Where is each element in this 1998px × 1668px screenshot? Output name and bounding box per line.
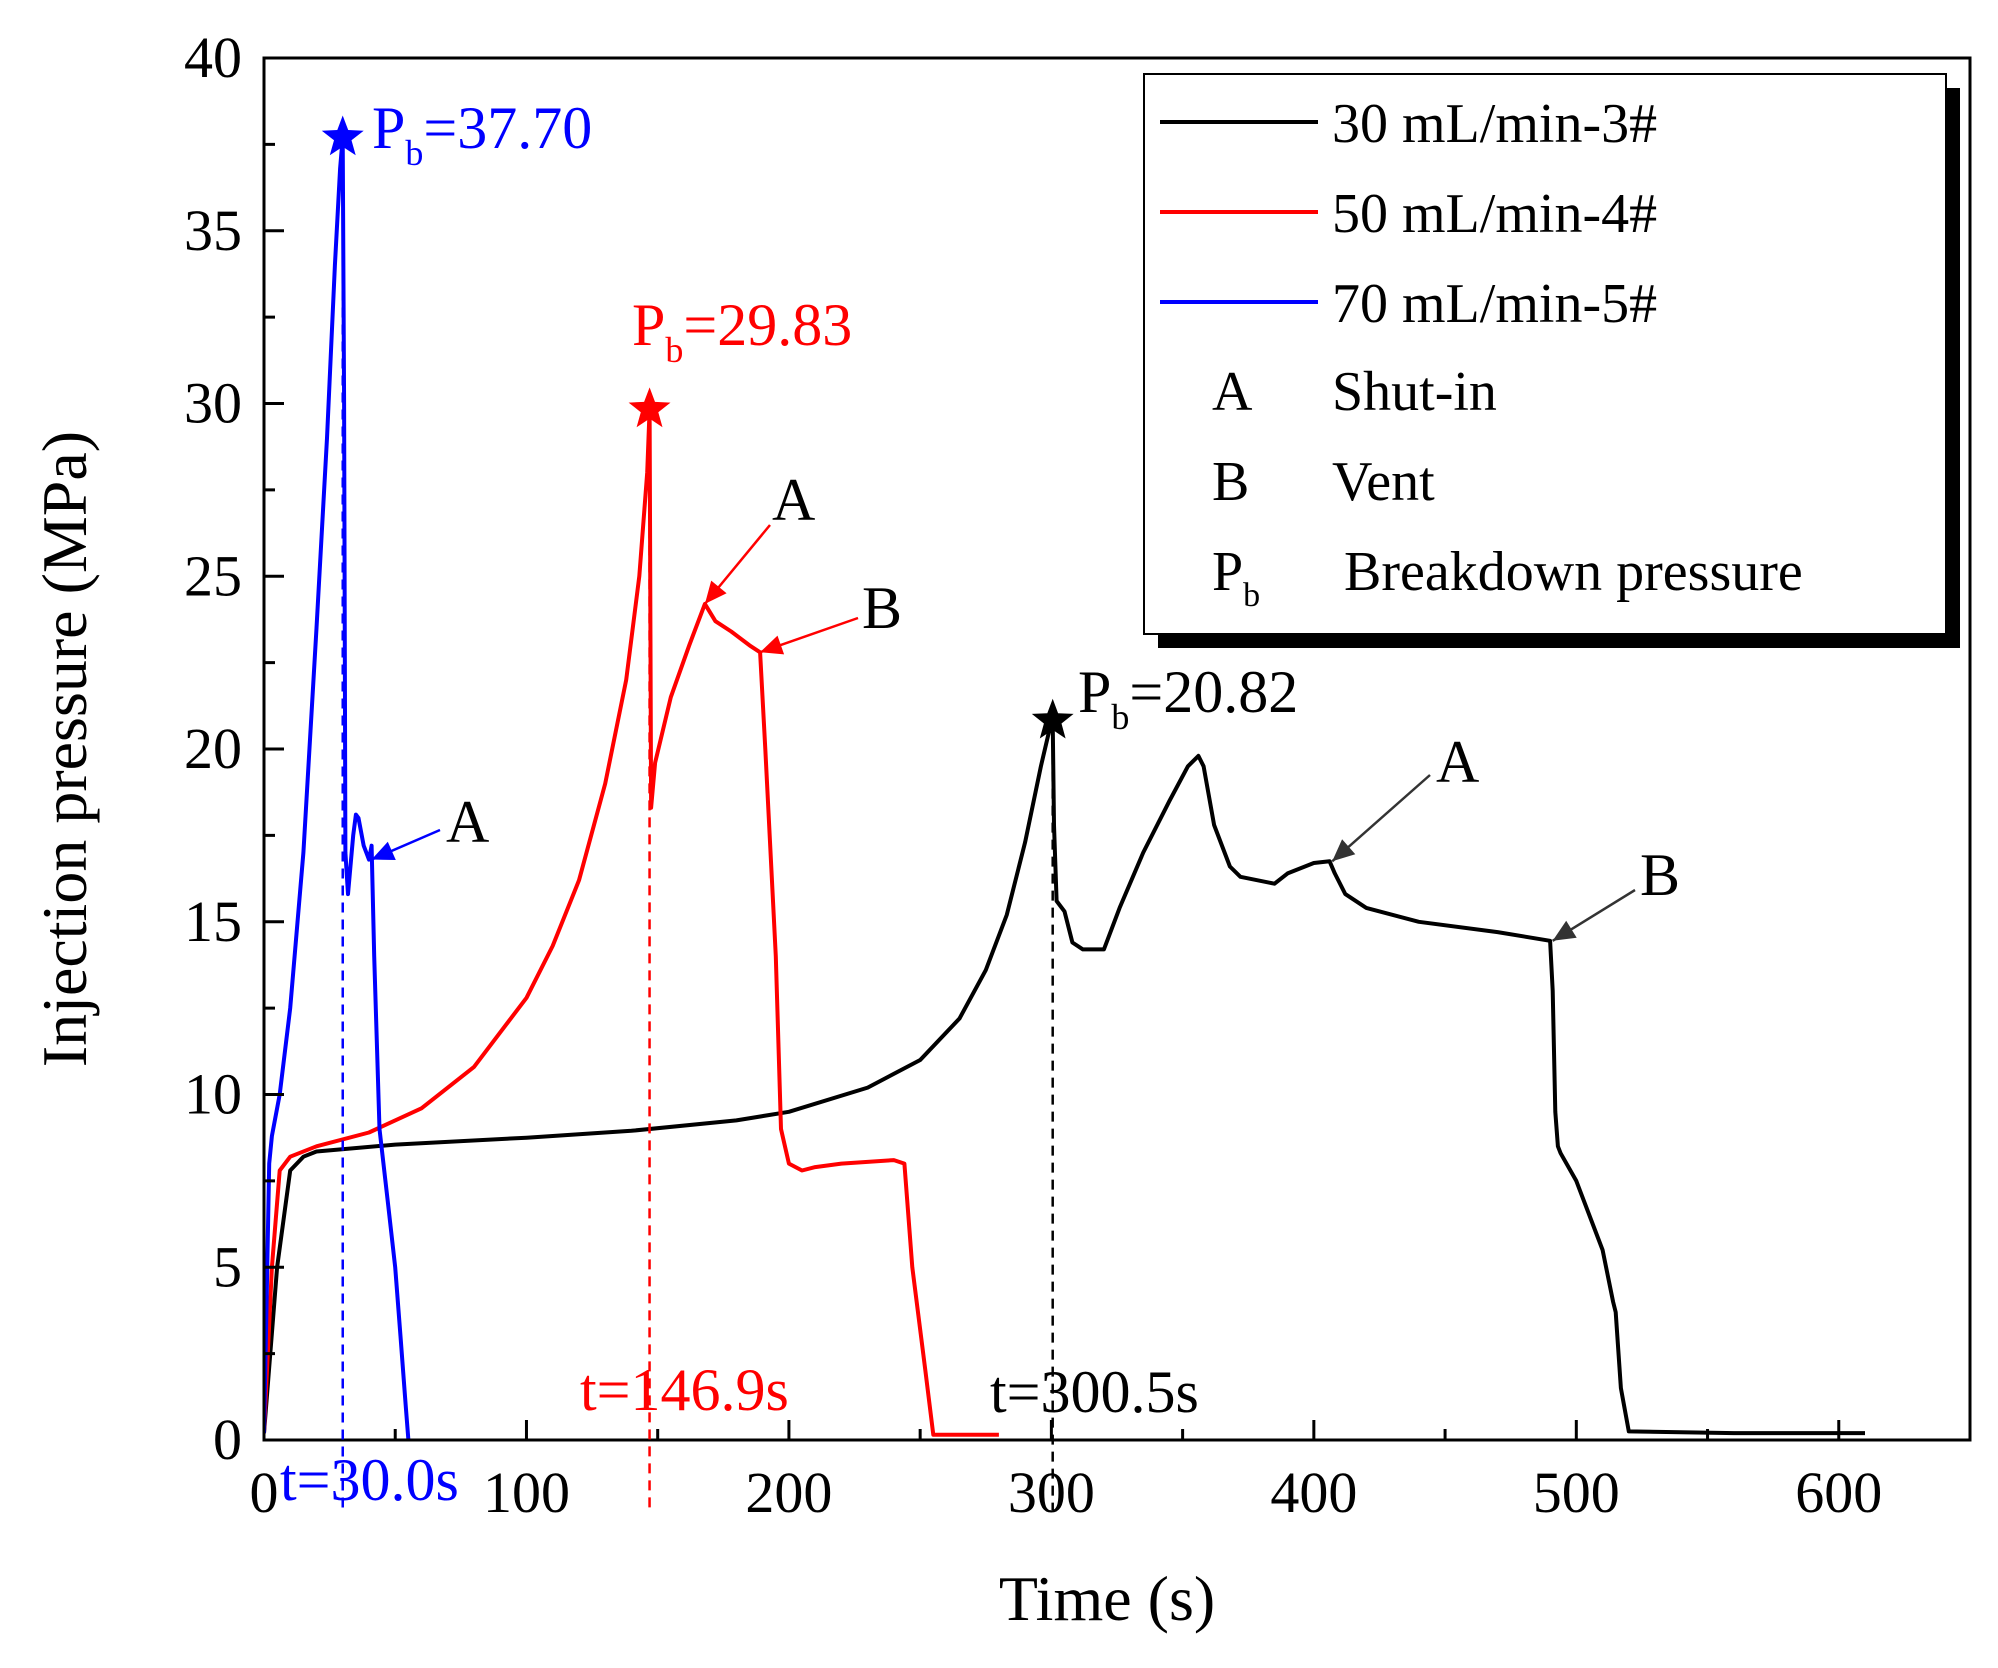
y-tick-label: 35 bbox=[184, 198, 242, 263]
x-tick-label: 600 bbox=[1795, 1460, 1882, 1525]
breakdown-star bbox=[1031, 698, 1074, 739]
event-label: B bbox=[1640, 842, 1680, 908]
breakdown-time-label: t=146.9s bbox=[580, 1357, 789, 1423]
event-label: A bbox=[446, 789, 489, 855]
series-line bbox=[264, 407, 999, 1437]
breakdown-pressure-label: Pb=37.70 bbox=[372, 95, 592, 173]
legend-entry-label: 50 mL/min-4# bbox=[1332, 183, 1657, 245]
annotation-layer: Pb=37.70 t=30.0s Pb=29.83 t=146.9s Pb=20.82 t… bbox=[280, 95, 1680, 1513]
series-line bbox=[264, 135, 411, 1440]
event-label: A bbox=[772, 467, 815, 533]
event-arrow-head bbox=[760, 635, 785, 655]
event-arrow-head bbox=[1552, 920, 1577, 941]
x-axis-title: Time (s) bbox=[999, 1563, 1215, 1634]
breakdown-pressure-label: Pb=29.83 bbox=[632, 292, 852, 370]
y-tick-label: 30 bbox=[184, 371, 242, 436]
event-arrow-head bbox=[371, 841, 396, 860]
legend-symbol-description: Shut-in bbox=[1332, 361, 1497, 423]
y-tick-label: 10 bbox=[184, 1062, 242, 1127]
axes-layer: 0 100 200 300 400 500 600 0 5 10 15 20 25 30 35 40 Time … bbox=[29, 25, 1972, 1634]
y-tick-label: 20 bbox=[184, 716, 242, 781]
breakdown-pressure-label: Pb=20.82 bbox=[1078, 659, 1298, 737]
event-arrow-head bbox=[704, 580, 727, 604]
y-tick-label: 40 bbox=[184, 25, 242, 90]
event-label: A bbox=[1436, 729, 1479, 795]
y-axis-title: Injection pressure (MPa) bbox=[29, 431, 100, 1067]
legend-symbol: B bbox=[1212, 451, 1249, 513]
x-tick-label: 100 bbox=[483, 1460, 570, 1525]
legend-box bbox=[1143, 73, 1947, 635]
breakdown-star bbox=[628, 387, 671, 428]
breakdown-time-label: t=300.5s bbox=[990, 1359, 1199, 1425]
legend-symbol: Pb bbox=[1212, 541, 1260, 614]
y-tick-label: 5 bbox=[213, 1234, 242, 1299]
y-tick-label: 15 bbox=[184, 889, 242, 954]
y-tick-label: 25 bbox=[184, 543, 242, 608]
x-tick-label: 0 bbox=[250, 1460, 279, 1525]
breakdown-time-label: t=30.0s bbox=[280, 1447, 459, 1513]
event-arrow-head bbox=[1332, 839, 1356, 862]
x-tick-label: 400 bbox=[1270, 1460, 1357, 1525]
x-tick-label: 200 bbox=[745, 1460, 832, 1525]
breakdown-star bbox=[321, 115, 364, 156]
legend: 30 mL/min-3# 50 mL/min-4# 70 mL/min-5# A Shu… bbox=[1143, 73, 1960, 648]
series-line bbox=[264, 718, 1865, 1436]
x-tick-label: 300 bbox=[1008, 1460, 1095, 1525]
y-tick-label: 0 bbox=[213, 1407, 242, 1472]
event-label: B bbox=[862, 575, 902, 641]
legend-symbol-description: Breakdown pressure bbox=[1344, 541, 1803, 603]
legend-symbol-description: Vent bbox=[1332, 451, 1435, 513]
legend-entry-label: 70 mL/min-5# bbox=[1332, 273, 1657, 335]
series-layer bbox=[264, 135, 1865, 1440]
legend-entry-label: 30 mL/min-3# bbox=[1332, 93, 1657, 155]
x-tick-label: 500 bbox=[1533, 1460, 1620, 1525]
legend-symbol: A bbox=[1212, 361, 1253, 423]
